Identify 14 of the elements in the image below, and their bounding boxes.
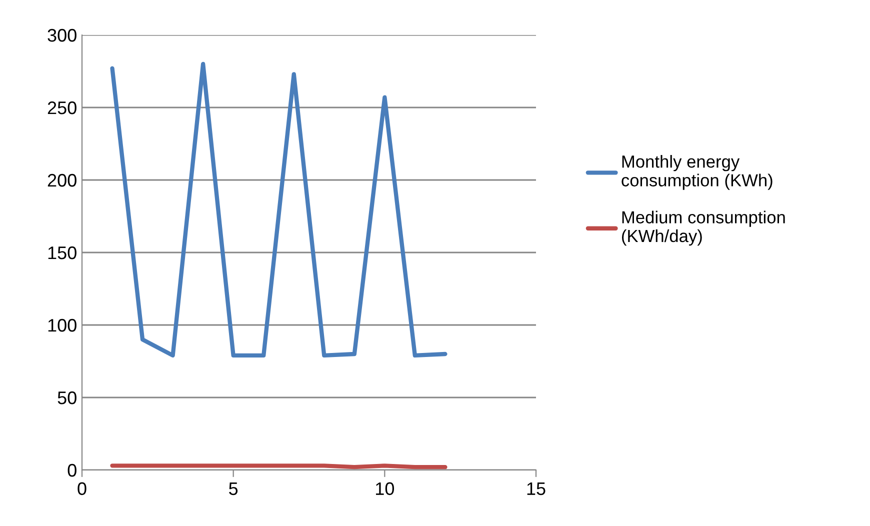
- y-tick-label: 100: [48, 318, 76, 332]
- legend-label: Medium consumption (KWh/day): [622, 210, 785, 246]
- y-tick-label: 250: [48, 101, 76, 114]
- y-tick-label: 150: [48, 246, 76, 260]
- line-series: [110, 62, 448, 358]
- y-tick-label: 300: [48, 28, 76, 42]
- x-tick-label: 15: [527, 482, 546, 496]
- legend-label: Monthly energy consumption (KWh): [622, 155, 772, 190]
- y-tick-label: 50: [58, 391, 76, 404]
- y-tick-label: 200: [48, 174, 76, 187]
- x-tick-label: 5: [229, 482, 238, 496]
- x-tick-label: 10: [376, 482, 394, 496]
- x-tick-label: 0: [78, 482, 86, 496]
- y-tick-label: 0: [68, 464, 76, 477]
